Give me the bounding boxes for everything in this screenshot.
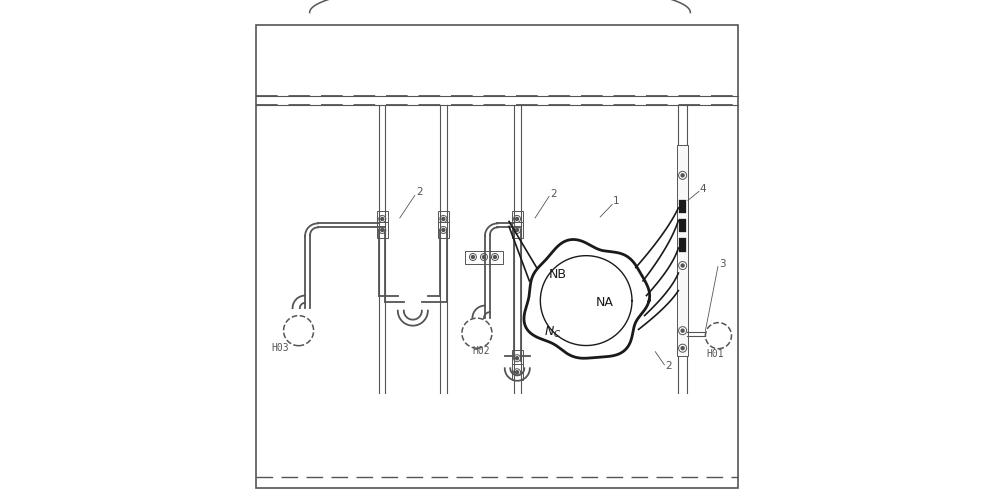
Bar <box>512 222 523 238</box>
Bar <box>679 238 686 252</box>
Circle shape <box>516 357 519 360</box>
Circle shape <box>516 217 519 220</box>
Circle shape <box>516 371 519 374</box>
Text: NB: NB <box>549 268 567 281</box>
Text: 4: 4 <box>699 184 706 194</box>
Bar <box>438 222 449 238</box>
Circle shape <box>381 217 384 220</box>
Circle shape <box>493 256 496 259</box>
Bar <box>465 250 503 264</box>
Text: H02: H02 <box>472 346 490 356</box>
Circle shape <box>482 256 485 259</box>
Circle shape <box>681 347 684 350</box>
Circle shape <box>516 228 519 231</box>
Text: 2: 2 <box>416 187 422 197</box>
Circle shape <box>679 327 687 335</box>
Circle shape <box>514 369 521 376</box>
Bar <box>512 211 523 227</box>
Bar <box>677 145 688 356</box>
Circle shape <box>514 226 521 233</box>
Circle shape <box>514 215 521 222</box>
Circle shape <box>379 226 386 233</box>
Circle shape <box>681 329 684 332</box>
Text: $N_C$: $N_C$ <box>544 325 561 340</box>
Circle shape <box>440 226 447 233</box>
Bar <box>377 222 388 238</box>
Circle shape <box>681 174 684 177</box>
Text: 2: 2 <box>550 189 557 199</box>
Circle shape <box>442 228 445 231</box>
Bar <box>512 350 523 366</box>
Circle shape <box>705 323 731 349</box>
Text: NA: NA <box>596 296 614 309</box>
Circle shape <box>480 254 487 261</box>
Circle shape <box>462 318 492 348</box>
Circle shape <box>679 344 687 352</box>
Text: 2: 2 <box>665 361 672 371</box>
Circle shape <box>681 264 684 267</box>
Circle shape <box>381 228 384 231</box>
Circle shape <box>284 316 314 346</box>
Bar <box>679 219 686 232</box>
Polygon shape <box>524 239 650 358</box>
Circle shape <box>679 171 687 179</box>
Circle shape <box>679 262 687 270</box>
Circle shape <box>491 254 498 261</box>
Text: H01: H01 <box>706 349 724 359</box>
Text: 1: 1 <box>613 196 620 206</box>
Text: H03: H03 <box>271 343 289 353</box>
Bar <box>679 200 686 213</box>
Bar <box>438 211 449 227</box>
Circle shape <box>440 215 447 222</box>
Bar <box>512 364 523 380</box>
Circle shape <box>514 355 521 362</box>
Text: 3: 3 <box>719 259 726 269</box>
Circle shape <box>469 254 476 261</box>
Circle shape <box>471 256 474 259</box>
Bar <box>377 211 388 227</box>
Circle shape <box>379 215 386 222</box>
Circle shape <box>442 217 445 220</box>
